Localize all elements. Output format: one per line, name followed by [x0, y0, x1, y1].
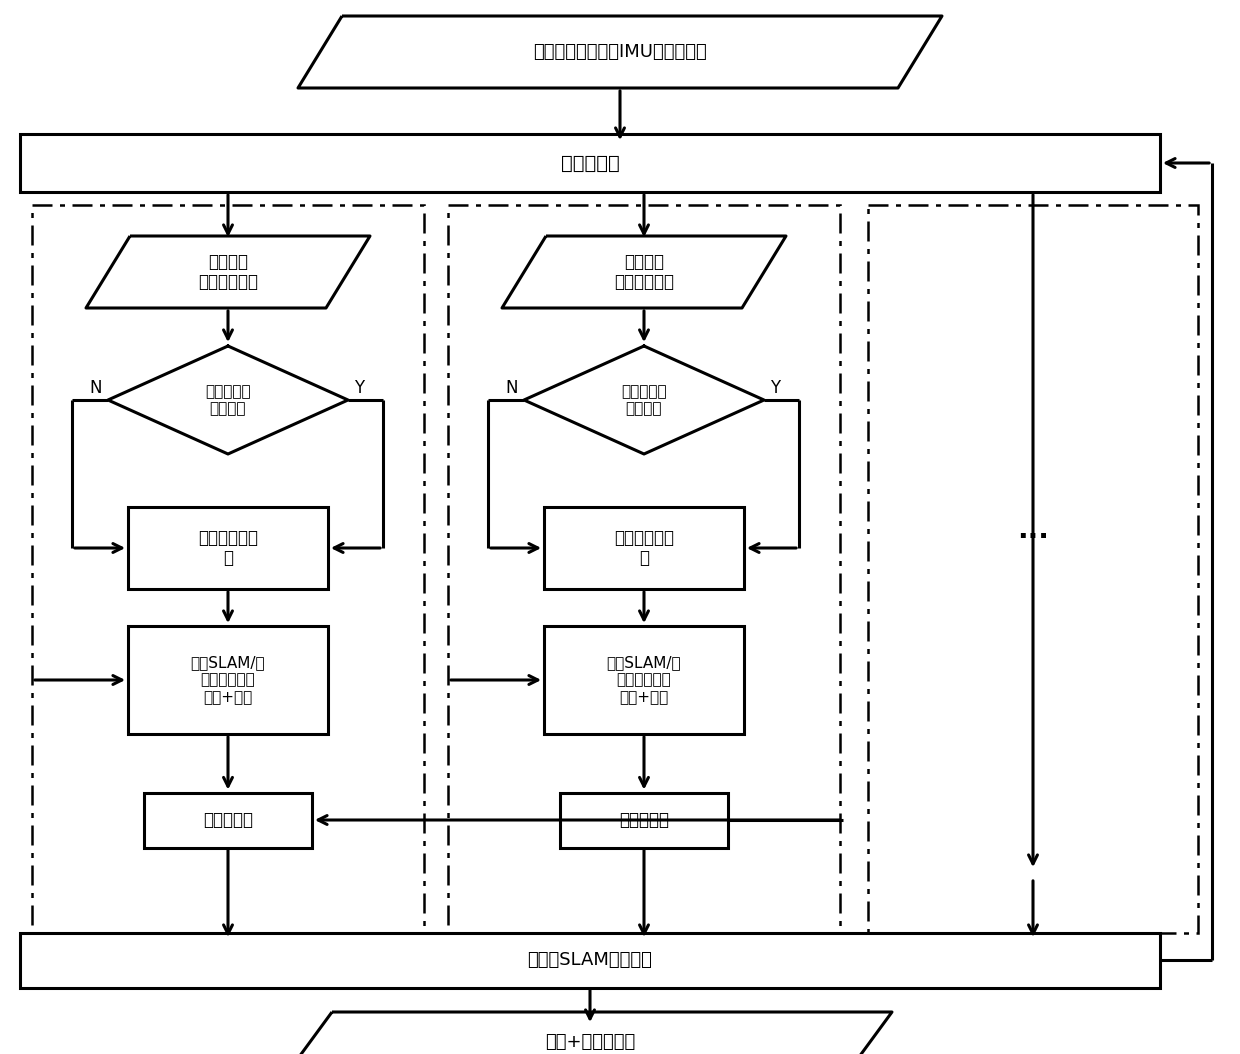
Text: 位姿预估计: 位姿预估计 — [560, 154, 619, 173]
Text: 惯导、里程输出（IMU、里程计）: 惯导、里程输出（IMU、里程计） — [533, 43, 707, 61]
Text: 坐标系转换: 坐标系转换 — [619, 811, 670, 829]
Bar — [544, 626, 744, 734]
Bar — [868, 204, 1198, 933]
Text: Y: Y — [353, 379, 365, 397]
Text: Y: Y — [770, 379, 780, 397]
Text: 标定摄像头外
参: 标定摄像头外 参 — [198, 529, 258, 567]
Text: 摄像头外参
已标定？: 摄像头外参 已标定？ — [205, 384, 250, 416]
Text: ...: ... — [1017, 516, 1049, 544]
Bar — [544, 507, 744, 589]
Text: 图像输出
（摄像头２）: 图像输出 （摄像头２） — [614, 253, 675, 291]
Bar — [448, 204, 839, 933]
Text: 摄像头外参
已标定？: 摄像头外参 已标定？ — [621, 384, 667, 416]
Bar — [144, 793, 312, 847]
Text: 单目SLAM/惯
导融合：估计
位姿+建图: 单目SLAM/惯 导融合：估计 位姿+建图 — [606, 656, 681, 705]
Text: 位姿+多地图输出: 位姿+多地图输出 — [544, 1033, 635, 1051]
Bar — [128, 507, 329, 589]
Text: N: N — [506, 379, 518, 397]
Text: 多单目SLAM位姿融合: 多单目SLAM位姿融合 — [527, 951, 652, 969]
Text: 图像输出
（摄像头１）: 图像输出 （摄像头１） — [198, 253, 258, 291]
Text: N: N — [89, 379, 102, 397]
Text: 坐标系转换: 坐标系转换 — [203, 811, 253, 829]
Bar — [20, 134, 1159, 192]
Bar — [560, 793, 728, 847]
Bar — [20, 933, 1159, 988]
Bar — [128, 626, 329, 734]
Text: 单目SLAM/惯
导融合：估计
位姿+建图: 单目SLAM/惯 导融合：估计 位姿+建图 — [191, 656, 265, 705]
Bar — [32, 204, 424, 933]
Text: 标定摄像头外
参: 标定摄像头外 参 — [614, 529, 675, 567]
